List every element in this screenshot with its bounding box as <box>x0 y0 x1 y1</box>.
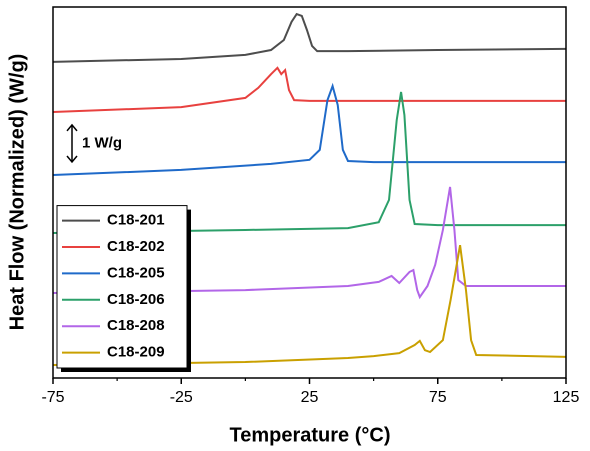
y-axis-title: Heat Flow (Normalized) (W/g) <box>6 54 28 331</box>
x-axis-title: Temperature (°C) <box>230 424 391 446</box>
x-tick-label: 25 <box>301 389 319 406</box>
legend-label: C18-206 <box>107 291 165 308</box>
series-line <box>52 12 567 63</box>
x-tick-label: 75 <box>429 389 447 406</box>
legend-label: C18-209 <box>107 344 165 361</box>
scale-arrow <box>66 123 78 132</box>
series-line <box>52 66 566 113</box>
x-tick-label: -75 <box>41 389 64 406</box>
x-tick-label: -25 <box>170 389 193 406</box>
series-line <box>52 245 567 367</box>
legend-label: C18-202 <box>107 238 165 255</box>
scale-arrow <box>66 155 78 164</box>
legend-label: C18-201 <box>107 212 165 229</box>
x-tick-label: 125 <box>553 389 580 406</box>
series-line <box>52 186 566 300</box>
legend-label: C18-208 <box>107 317 165 334</box>
legend-box <box>56 205 188 369</box>
scale-label: 1 W/g <box>82 134 122 151</box>
series-line <box>52 91 566 234</box>
legend-label: C18-205 <box>107 264 165 281</box>
series-line <box>52 82 566 177</box>
